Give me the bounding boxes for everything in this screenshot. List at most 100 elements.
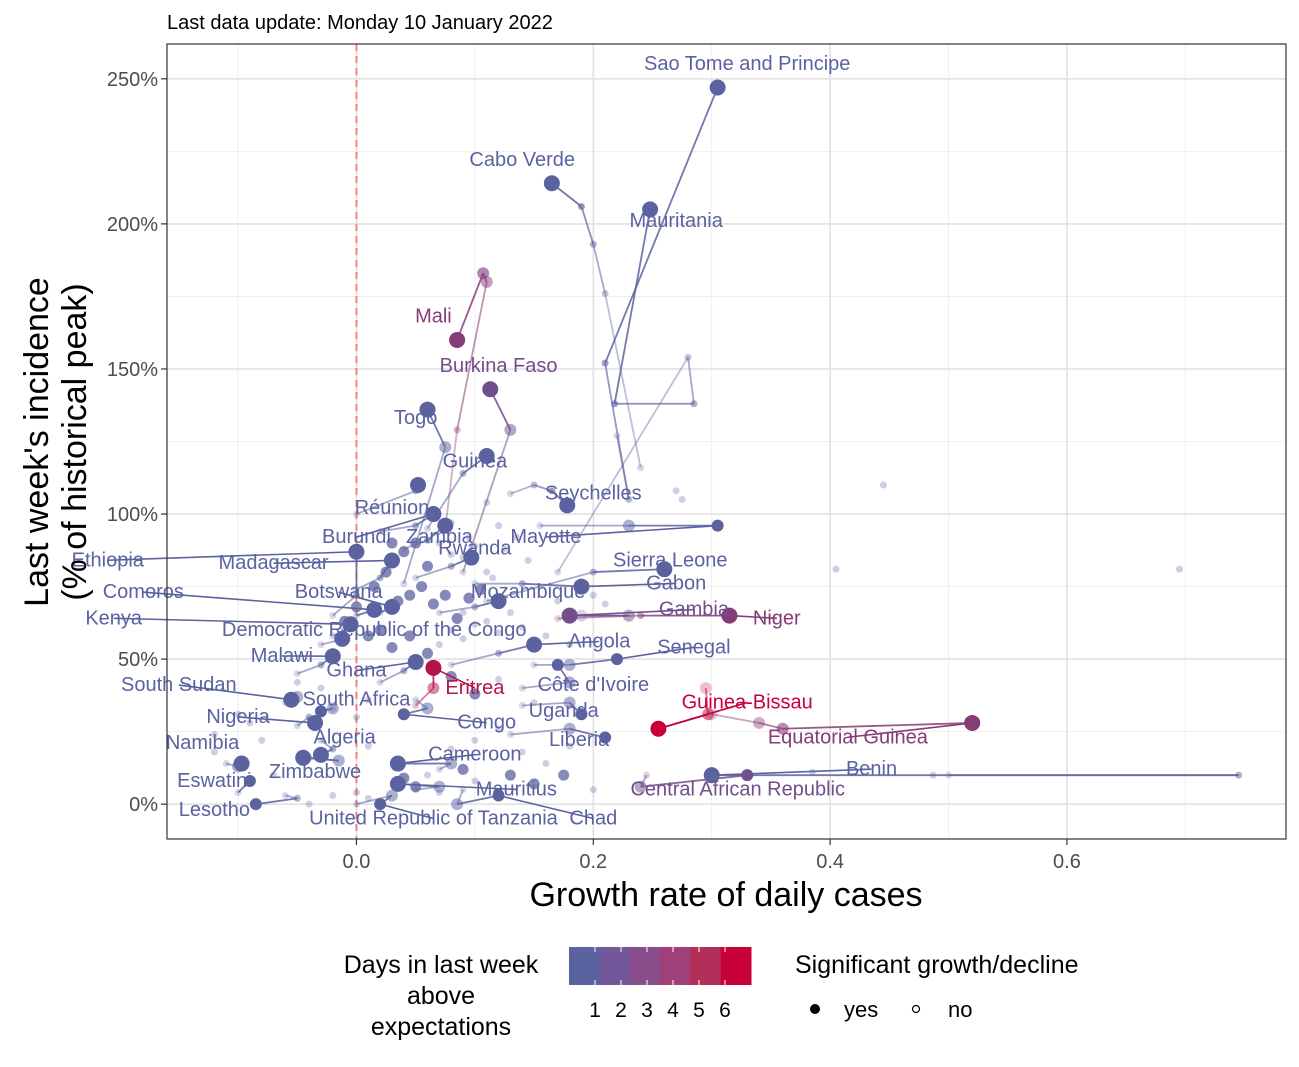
x-tick-label-3: 0.6 — [1053, 851, 1081, 873]
series-point-cameroon-0 — [436, 766, 443, 773]
legend-colorbar-label-3: 4 — [667, 999, 679, 1022]
x-axis-title: Growth rate of daily cases — [529, 876, 922, 914]
background-point-8 — [542, 632, 549, 639]
background-point-85 — [679, 496, 686, 503]
series-label-eritrea: Eritrea — [445, 677, 505, 699]
series-label-sierra-leone: Sierra Leone — [613, 549, 728, 571]
series-point-lesotho-1 — [294, 795, 301, 802]
series-label-eswatini: Eswatini — [177, 770, 251, 792]
series-label-gambia: Gambia — [659, 599, 730, 621]
series-label-sao-tome-and-principe: Sao Tome and Principe — [644, 53, 850, 75]
series-label-democratic-republic-of-the-congo: Democratic Republic of the Congo — [222, 619, 527, 641]
series-point-benin-1 — [1235, 772, 1242, 779]
y-tick-label-4: 200% — [107, 214, 158, 236]
series-point-lesotho-0 — [282, 792, 289, 799]
series-point-united-republic-of-tanzania-1 — [386, 789, 398, 801]
legend-colorbar-step-4 — [690, 947, 721, 985]
series-label-mali: Mali — [415, 306, 452, 328]
series-label-central-african-republic: Central African Republic — [630, 778, 845, 800]
series-label-south-sudan: South Sudan — [121, 674, 237, 696]
series-label-equatorial-guinea: Equatorial Guinea — [768, 726, 929, 748]
series-label-cabo-verde: Cabo Verde — [469, 149, 575, 171]
legend-shape-title: Significant growth/decline — [795, 951, 1079, 979]
series-point-mauritania-0 — [554, 569, 561, 576]
series-point-benin-0 — [945, 772, 952, 779]
series-label-seychelles: Seychelles — [545, 483, 642, 505]
series-label-lesotho: Lesotho — [179, 799, 250, 821]
series-point-mozambique-0 — [436, 609, 443, 616]
series-point-malawi-1 — [317, 661, 324, 668]
background-point-22 — [525, 557, 532, 564]
series-point-cabo-verde-0 — [637, 464, 644, 471]
series-label-congo: Congo — [457, 712, 516, 734]
background-point-59 — [558, 770, 569, 781]
series-point-angola-0 — [448, 661, 455, 668]
legend-colorbar-label-1: 2 — [615, 999, 627, 1022]
series-point-seychelles-0 — [507, 490, 514, 497]
series-label-senegal: Senegal — [657, 636, 730, 658]
background-point-44 — [590, 592, 597, 599]
series-point-c-te-d-ivoire-0 — [519, 685, 526, 692]
series-point-mauritius-0 — [412, 786, 419, 793]
background-point-86 — [673, 487, 680, 494]
background-point-5 — [436, 641, 443, 648]
legend-colorbar-step-0 — [569, 947, 600, 985]
legend-color-title-line-2: above — [407, 982, 475, 1010]
background-point-10 — [422, 648, 433, 659]
series-label-mauritius: Mauritius — [476, 778, 557, 800]
background-point-28 — [404, 590, 415, 601]
series-point-mozambique-1 — [471, 603, 478, 610]
series-label-ghana: Ghana — [326, 660, 387, 682]
series-label-mozambique: Mozambique — [471, 581, 586, 603]
legend-colorbar-step-5 — [721, 947, 752, 985]
series-label-mayotte: Mayotte — [510, 526, 581, 548]
background-point-81 — [880, 482, 887, 489]
background-point-87 — [483, 499, 490, 506]
series-label-niger: Niger — [753, 607, 801, 629]
series-point-seychelles-1 — [531, 482, 538, 489]
legend-colorbar-label-4: 5 — [693, 999, 705, 1022]
series-label-chad: Chad — [569, 807, 617, 829]
series-point-sierra-leone-1 — [590, 569, 597, 576]
series-point-cabo-verde-3 — [578, 203, 585, 210]
background-point-69 — [258, 737, 265, 744]
legend-colorbar-label-0: 1 — [589, 999, 601, 1022]
y-tick-label-5: 250% — [107, 69, 158, 91]
legend-shape-yes-marker — [810, 1004, 820, 1014]
series-point-mali-1 — [454, 426, 461, 433]
background-point-88 — [495, 522, 502, 529]
series-point-burkina-faso-1 — [504, 424, 516, 436]
series-point-burkina-faso-0 — [460, 569, 467, 576]
background-point-84 — [930, 772, 937, 779]
series-label-madagascar: Madagascar — [219, 552, 329, 574]
series-label-kenya: Kenya — [85, 607, 143, 629]
background-point-11 — [386, 642, 397, 653]
series-point-mauritania-2 — [690, 400, 697, 407]
series-label-malawi: Malawi — [251, 645, 313, 667]
background-point-54 — [424, 772, 431, 779]
series-label-togo: Togo — [394, 407, 437, 429]
legend-colorbar-label-5: 6 — [719, 999, 731, 1022]
series-point-togo-0 — [400, 580, 407, 587]
series-point-burkina-faso-2 — [482, 381, 498, 397]
y-tick-label-3: 150% — [107, 359, 158, 381]
background-point-52 — [542, 760, 549, 767]
legend-colorbar-step-2 — [630, 947, 661, 985]
series-point-rwanda-0 — [412, 574, 419, 581]
y-axis-title-line-1: Last week's incidence — [18, 277, 56, 607]
background-point-31 — [440, 590, 451, 601]
legend-colorbar-step-3 — [660, 947, 691, 985]
background-point-90 — [460, 609, 467, 616]
series-point-senegal-1 — [564, 659, 576, 671]
series-point-congo-0 — [412, 696, 419, 703]
y-tick-label-2: 100% — [107, 504, 158, 526]
background-point-29 — [416, 581, 427, 592]
series-point-nigeria-0 — [294, 722, 301, 729]
background-point-65 — [365, 795, 372, 802]
legend-color-title-line-1: Days in last week — [344, 951, 539, 979]
series-point-eritrea-1 — [427, 682, 439, 694]
y-axis-title-line-2: (% of historical peak) — [56, 283, 94, 600]
series-point-cabo-verde-2 — [590, 241, 597, 248]
